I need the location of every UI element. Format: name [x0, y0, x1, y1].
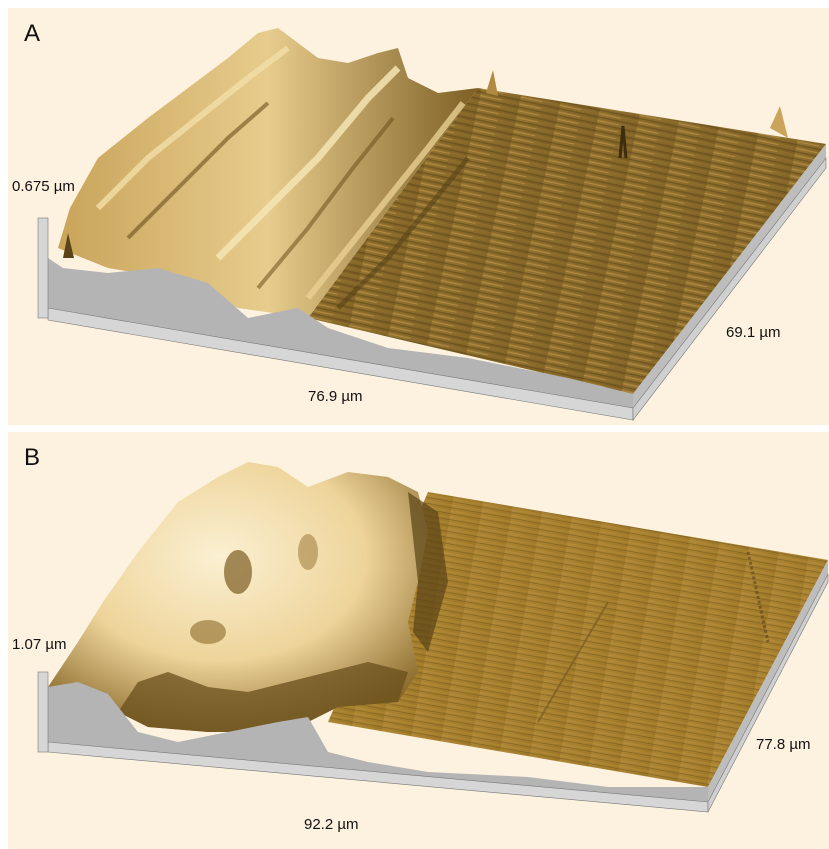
ridge-shadow-1 [126, 101, 270, 240]
ridge-shadow-2 [256, 116, 395, 290]
base-ruler-side [632, 157, 827, 421]
x-dimension-label: 92.2 µm [304, 816, 359, 833]
base-front-face [48, 258, 633, 420]
scratch-line-2 [746, 551, 770, 643]
afm-surface-plot-a [37, 28, 827, 421]
blob-shadow [118, 662, 408, 732]
afm-panel-a: A 0.675 µm 76.9 µm 69.1 µm [8, 8, 829, 425]
afm-surface-plot-b [37, 462, 829, 813]
scratch-line [537, 601, 609, 723]
x-dimension-label: 76.9 µm [308, 388, 363, 405]
ridge-crest-1 [95, 45, 290, 211]
height-label: 1.07 µm [12, 636, 67, 653]
spike-right [770, 106, 788, 138]
spike-mid [486, 70, 498, 96]
surface-flat-region [328, 492, 828, 787]
ridge-shadow-3 [336, 156, 470, 310]
height-scale-bar [37, 217, 49, 319]
y-dimension-label: 69.1 µm [726, 324, 781, 341]
ridge-crest-2 [215, 65, 401, 261]
height-scale-bar [37, 671, 49, 753]
surface-ridge-region [58, 28, 478, 318]
blob-edge [408, 492, 448, 652]
afm-panel-b: B 1.07 µm 92.2 µm 77.8 µm [8, 432, 829, 849]
surface-flat-region [308, 88, 826, 394]
base-front-face [48, 682, 708, 812]
y-dimension-label: 77.8 µm [756, 736, 811, 753]
blob-pit-3 [298, 534, 318, 570]
blob-pit-2 [190, 620, 226, 644]
panel-letter: A [24, 20, 41, 47]
panel-letter: B [24, 444, 41, 471]
height-label: 0.675 µm [12, 178, 75, 195]
base-ruler-side [707, 573, 829, 813]
spike-left [63, 233, 74, 258]
ridge-crest-3 [305, 101, 466, 300]
surface-spikes [618, 125, 628, 159]
blob-pit-1 [224, 550, 252, 594]
surface-blob-region [48, 462, 428, 732]
